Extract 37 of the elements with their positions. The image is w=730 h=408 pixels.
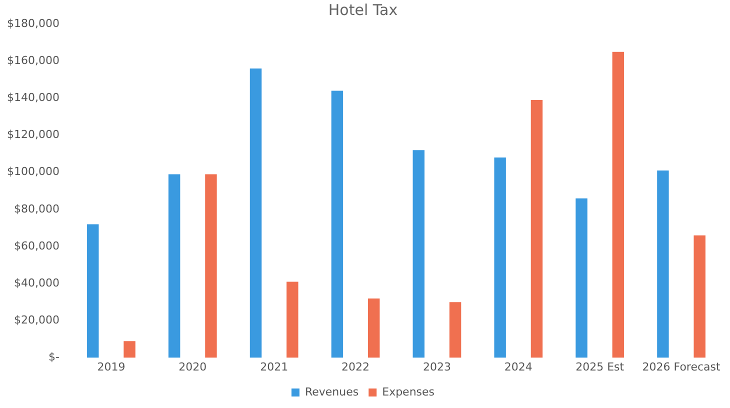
x-tick-label: 2023 (422, 360, 451, 374)
y-tick-label: $120,000 (6, 128, 60, 142)
chart-title: Hotel Tax (328, 0, 398, 19)
bar (368, 298, 380, 358)
y-tick-label: $60,000 (14, 239, 60, 252)
y-tick-label: $180,000 (6, 16, 60, 30)
y-tick-label: $100,000 (6, 165, 60, 178)
bar (124, 341, 136, 358)
bar (412, 150, 425, 358)
bar (694, 235, 706, 358)
y-tick-label: $80,000 (14, 202, 60, 216)
y-tick-label: $140,000 (6, 91, 60, 104)
bar (576, 198, 588, 358)
x-tick-label: 2021 (260, 360, 288, 374)
bar (530, 100, 543, 358)
x-tick-label: 2019 (97, 360, 126, 374)
x-tick-label: 2025 Est (576, 360, 625, 374)
bar (449, 302, 462, 358)
x-tick-label: 2022 (342, 360, 370, 374)
y-tick-label: $160,000 (6, 54, 60, 67)
x-tick-label: 2026 Forecast (642, 360, 721, 374)
x-tick-label: 2024 (504, 360, 532, 374)
bar (494, 158, 506, 358)
bar (331, 90, 344, 358)
legend-label: Revenues (304, 385, 359, 398)
bar (205, 174, 217, 358)
y-tick-label: $20,000 (14, 314, 60, 327)
y-tick-label: $40,000 (14, 276, 60, 290)
legend-label: Expenses (382, 385, 435, 398)
x-tick-label: 2020 (178, 360, 207, 374)
bar (250, 68, 262, 358)
bar (657, 170, 669, 358)
y-tick-label: $- (48, 350, 60, 364)
bar (87, 224, 99, 358)
bar (612, 52, 624, 358)
bar (286, 282, 298, 358)
bar (168, 174, 180, 358)
